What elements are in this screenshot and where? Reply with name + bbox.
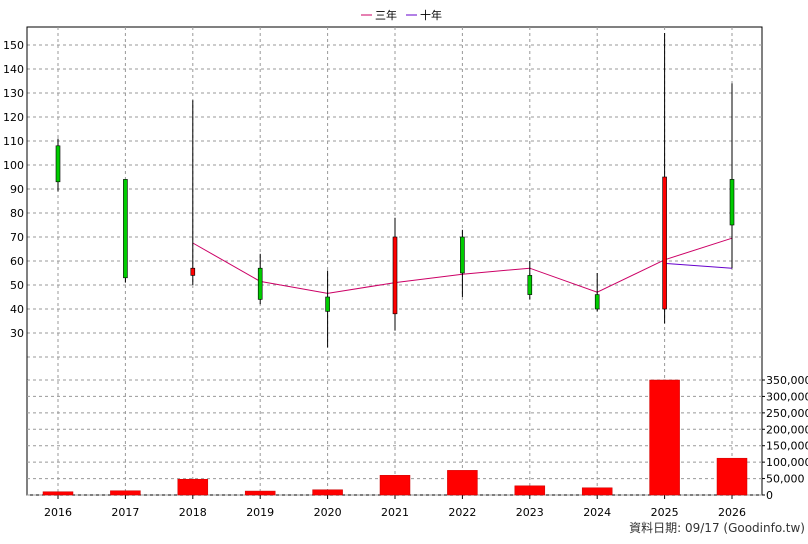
x-tick-label: 2026 bbox=[718, 506, 746, 519]
candle-body bbox=[190, 267, 196, 276]
volume-bar bbox=[581, 487, 613, 496]
x-tick-label: 2016 bbox=[44, 506, 72, 519]
candle-body bbox=[325, 296, 330, 312]
volume-bar bbox=[649, 379, 680, 496]
x-tick-label: 2019 bbox=[246, 506, 274, 519]
volume-bar bbox=[177, 478, 209, 496]
price-tick-label: 150 bbox=[3, 39, 24, 52]
source-footer: 資料日期: 09/17 (Goodinfo.tw) bbox=[629, 521, 805, 535]
price-tick-label: 100 bbox=[3, 159, 24, 172]
volume-bar bbox=[379, 475, 411, 496]
legend-label-3y: 三年 bbox=[375, 8, 397, 22]
x-tick-label: 2020 bbox=[314, 506, 342, 519]
candle-body bbox=[527, 275, 533, 295]
volume-bar bbox=[514, 485, 546, 496]
price-tick-label: 50 bbox=[10, 279, 24, 292]
legend-label-10y: 十年 bbox=[420, 8, 442, 22]
price-tick-label: 30 bbox=[10, 327, 24, 340]
price-tick-label: 40 bbox=[10, 303, 24, 316]
volume-tick-label: 100,000 bbox=[766, 456, 808, 469]
candles bbox=[55, 33, 735, 348]
candle-body bbox=[257, 267, 263, 300]
candle-body bbox=[392, 236, 398, 315]
price-tick-label: 80 bbox=[10, 207, 24, 220]
volume-axis: 0 50,000 100,000 150,000 200,000 250,000 300,0… bbox=[762, 374, 808, 502]
candle-body bbox=[55, 145, 61, 183]
candle-body bbox=[460, 236, 465, 274]
price-tick-label: 120 bbox=[3, 111, 24, 124]
x-tick-label: 2021 bbox=[381, 506, 409, 519]
x-tick-label: 2018 bbox=[179, 506, 207, 519]
price-axis: 30 40 50 60 70 80 90 100 110 120 130 140 150 bbox=[3, 27, 28, 380]
price-tick-label: 70 bbox=[10, 231, 24, 244]
volume-tick-label: 200,000 bbox=[766, 423, 808, 436]
candle-body bbox=[662, 176, 667, 310]
price-tick-label: 130 bbox=[3, 87, 24, 100]
volume-bar bbox=[447, 470, 478, 496]
volume-bar bbox=[244, 490, 276, 496]
candle-body bbox=[123, 179, 128, 279]
volume-tick-label: 50,000 bbox=[766, 473, 805, 486]
grid bbox=[27, 27, 762, 496]
volume-bar bbox=[312, 489, 343, 496]
volume-tick-label: 300,000 bbox=[766, 390, 808, 403]
price-tick-label: 60 bbox=[10, 255, 24, 268]
volume-tick-label: 0 bbox=[766, 489, 773, 502]
legend: 三年 十年 bbox=[361, 8, 442, 22]
x-tick-label: 2024 bbox=[583, 506, 611, 519]
volume-bar bbox=[110, 490, 141, 496]
volume-tick-label: 150,000 bbox=[766, 440, 808, 453]
volume-bars bbox=[42, 379, 748, 496]
x-tick-label: 2022 bbox=[448, 506, 476, 519]
volume-tick-label: 250,000 bbox=[766, 407, 808, 420]
volume-tick-label: 350,000 bbox=[766, 374, 808, 387]
x-tick-label: 2017 bbox=[111, 506, 139, 519]
series-line bbox=[664, 262, 733, 269]
x-axis: 2016 2017 2018 2019 2020 2021 2022 2023 2024 2025… bbox=[44, 495, 746, 519]
volume-bar bbox=[716, 457, 748, 496]
volume-bar bbox=[42, 491, 74, 496]
candle-body bbox=[729, 179, 735, 226]
x-tick-label: 2025 bbox=[651, 506, 679, 519]
x-tick-label: 2023 bbox=[516, 506, 544, 519]
price-tick-label: 90 bbox=[10, 183, 24, 196]
candle-body bbox=[594, 294, 600, 310]
price-tick-label: 140 bbox=[3, 63, 24, 76]
price-tick-label: 110 bbox=[3, 135, 24, 148]
